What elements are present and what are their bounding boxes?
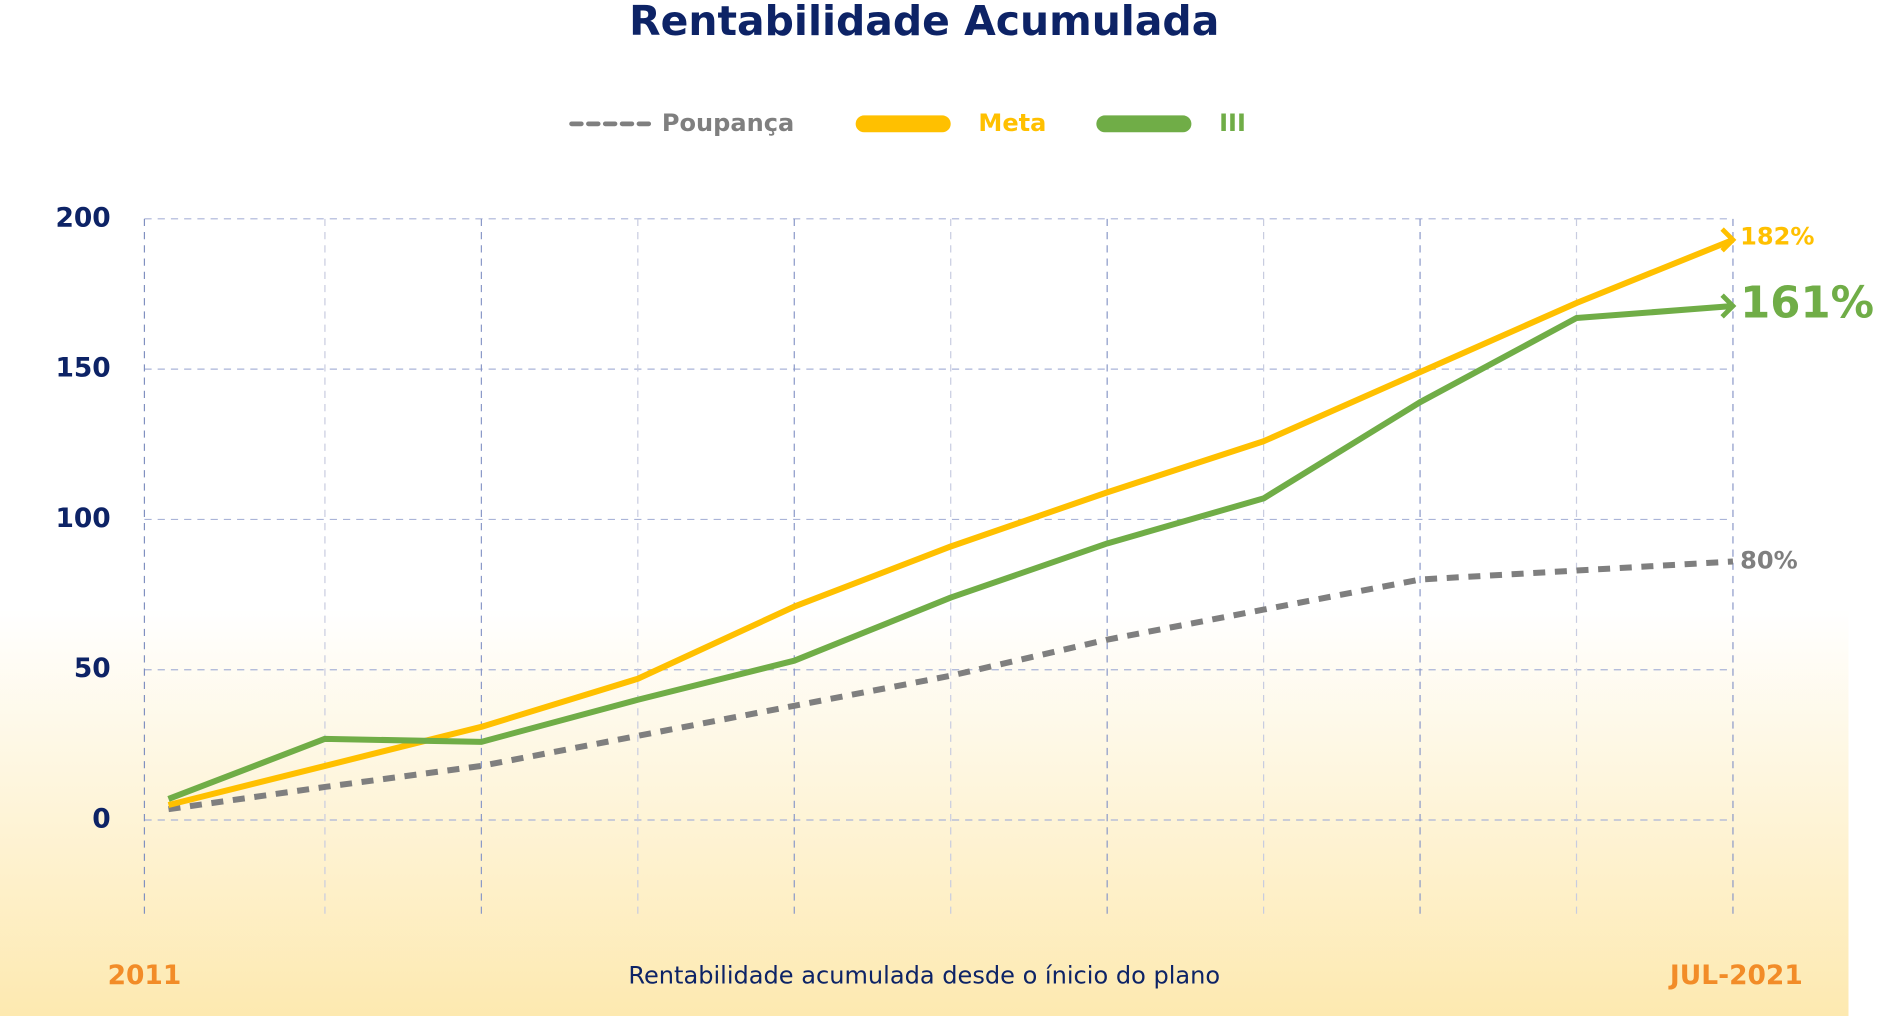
end-label: 161%	[1740, 279, 1874, 329]
arrow-head	[1720, 227, 1737, 253]
arrow-head	[1720, 293, 1737, 319]
background	[0, 0, 1849, 1016]
end-label: 182%	[1740, 222, 1814, 250]
legend-label: III	[1219, 109, 1246, 137]
y-tick-label: 150	[55, 353, 110, 384]
end-label: 80%	[1740, 547, 1798, 575]
x-axis-title: Rentabilidade acumulada desde o ínicio d…	[628, 961, 1220, 989]
x-tick-label: JUL-2021	[1668, 960, 1803, 991]
legend-label: Poupança	[662, 109, 794, 137]
y-tick-label: 50	[74, 653, 111, 684]
series-line	[167, 303, 1734, 802]
y-tick-label: 100	[55, 503, 110, 534]
legend-label: Meta	[978, 109, 1046, 137]
x-tick-label: 2011	[108, 960, 182, 991]
y-tick-label: 200	[55, 202, 110, 233]
chart-title: Rentabilidade Acumulada	[629, 0, 1219, 45]
y-tick-label: 0	[92, 804, 110, 835]
series-line	[168, 558, 1734, 813]
